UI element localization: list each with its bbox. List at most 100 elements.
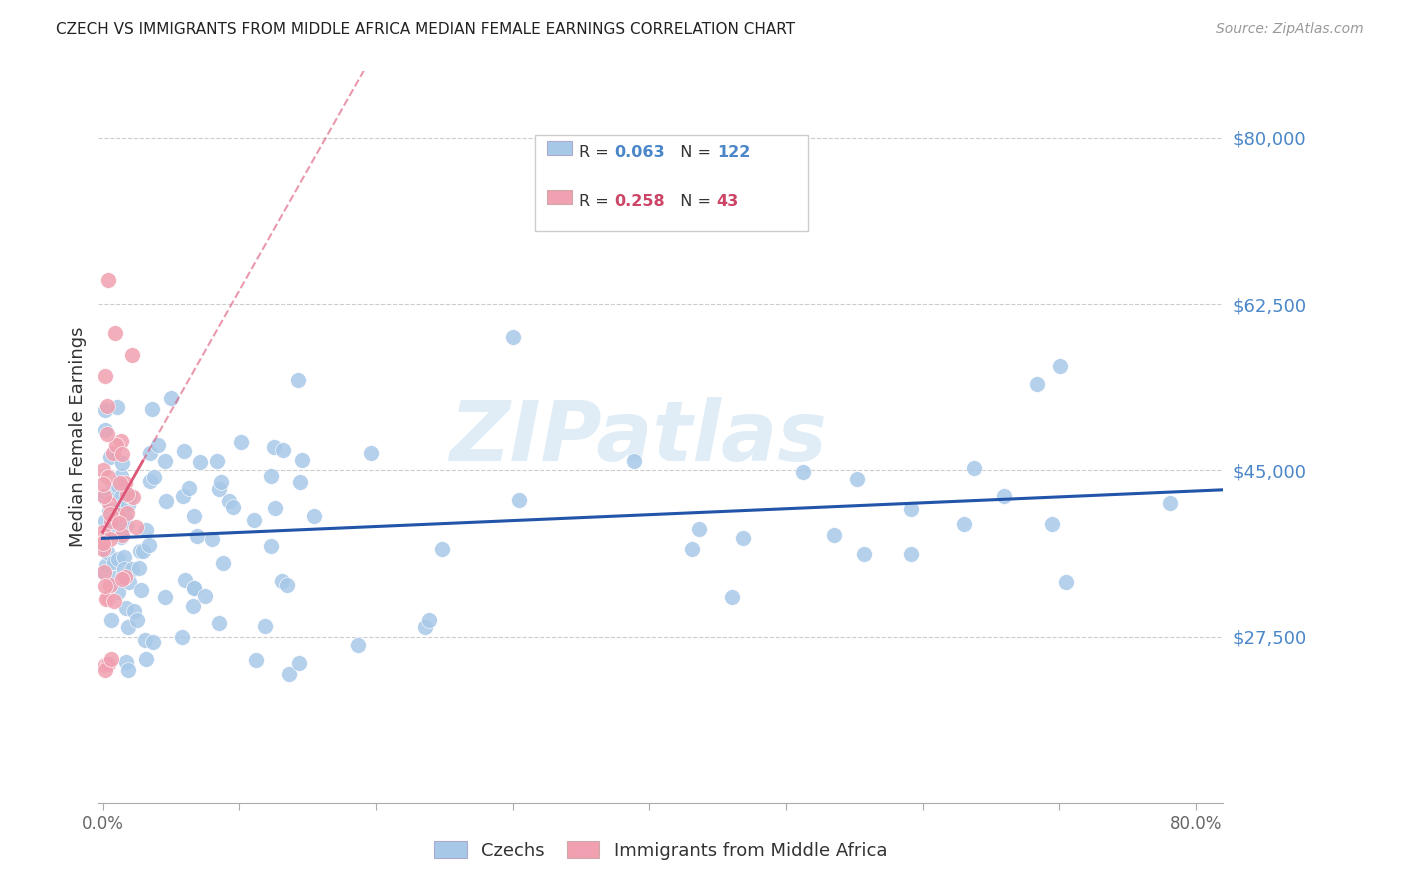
Point: [139, 446, 162, 460]
Point: [98, 450, 121, 464]
Point: [681, 541, 703, 556]
Point: [953, 516, 976, 531]
Point: [302, 509, 325, 524]
Point: [853, 547, 876, 561]
Point: [243, 513, 266, 527]
Point: [218, 494, 240, 508]
Point: [97, 657, 120, 671]
Point: [287, 373, 309, 387]
Point: [114, 509, 136, 524]
Point: [112, 561, 135, 575]
Point: [118, 575, 141, 590]
Point: [270, 574, 292, 588]
Text: ZIPatlas: ZIPatlas: [450, 397, 827, 477]
Point: [823, 528, 845, 542]
Point: [115, 518, 138, 533]
Point: [98, 577, 121, 591]
Point: [143, 469, 166, 483]
Point: [845, 472, 868, 486]
Point: [103, 523, 125, 537]
Point: [1159, 496, 1181, 510]
Text: N =: N =: [671, 145, 717, 161]
Point: [94, 369, 117, 384]
Point: [173, 573, 195, 587]
Point: [112, 504, 135, 518]
Point: [194, 590, 217, 604]
Point: [122, 490, 145, 504]
Point: [146, 438, 169, 452]
Point: [212, 556, 235, 570]
Point: [96, 592, 118, 607]
Point: [94, 663, 117, 677]
Point: [134, 633, 156, 648]
Point: [112, 550, 135, 565]
Point: [271, 443, 294, 458]
Point: [94, 514, 117, 528]
Point: [259, 468, 281, 483]
Text: 43: 43: [717, 194, 740, 210]
Point: [900, 547, 922, 561]
Point: [159, 391, 181, 405]
Text: 122: 122: [717, 145, 749, 161]
Point: [208, 616, 231, 631]
Point: [276, 578, 298, 592]
Point: [98, 503, 121, 517]
Point: [104, 571, 127, 585]
Point: [155, 494, 177, 508]
Point: [291, 453, 314, 467]
Point: [432, 542, 454, 557]
Point: [108, 516, 131, 530]
Point: [153, 590, 176, 604]
Point: [183, 509, 205, 524]
Legend: Czechs, Immigrants from Middle Africa: Czechs, Immigrants from Middle Africa: [427, 834, 894, 867]
Point: [103, 594, 125, 608]
Point: [347, 639, 370, 653]
Point: [132, 544, 155, 558]
Point: [1026, 377, 1049, 392]
Point: [91, 525, 114, 540]
Point: [229, 434, 252, 449]
Point: [110, 499, 132, 513]
Point: [117, 664, 139, 678]
Point: [96, 426, 118, 441]
Point: [125, 520, 148, 534]
Point: [97, 591, 120, 605]
Point: [287, 657, 309, 671]
Point: [205, 453, 228, 467]
Point: [91, 476, 114, 491]
Point: [135, 523, 157, 537]
Point: [900, 501, 922, 516]
Point: [114, 570, 136, 584]
Point: [245, 653, 267, 667]
Point: [222, 500, 245, 515]
Point: [107, 585, 129, 599]
Point: [115, 506, 138, 520]
Point: [508, 493, 530, 508]
Point: [173, 443, 195, 458]
Point: [93, 491, 115, 505]
Point: [117, 620, 139, 634]
Point: [107, 508, 129, 523]
Point: [103, 555, 125, 569]
Point: [100, 613, 122, 627]
Point: [200, 532, 222, 546]
Point: [360, 446, 382, 460]
Point: [688, 522, 710, 536]
Point: [93, 579, 115, 593]
Point: [413, 619, 436, 633]
Point: [96, 399, 118, 413]
Point: [93, 566, 115, 580]
Point: [100, 514, 122, 528]
Text: Source: ZipAtlas.com: Source: ZipAtlas.com: [1216, 22, 1364, 37]
Point: [111, 446, 134, 460]
Point: [110, 530, 132, 544]
Point: [94, 658, 117, 673]
Text: R =: R =: [579, 194, 614, 210]
Point: [94, 558, 117, 572]
Point: [111, 528, 134, 542]
Point: [111, 572, 134, 586]
Point: [97, 470, 120, 484]
Point: [186, 529, 208, 543]
Point: [122, 604, 145, 618]
Point: [792, 465, 814, 479]
